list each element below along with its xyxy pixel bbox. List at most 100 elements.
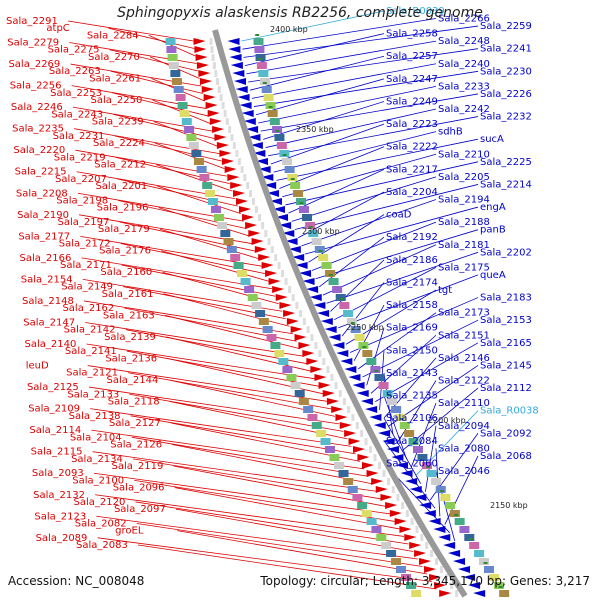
right-strand-gene-arrow: [232, 70, 245, 77]
cog-category-box: [366, 518, 377, 525]
right-gene-label: Sala_2230: [480, 66, 532, 77]
left-strand-gene-arrow: [306, 358, 319, 365]
left-gene-label: Sala_2179: [98, 224, 150, 235]
right-label-connector: [282, 153, 437, 198]
right-strand-gene-arrow: [443, 542, 456, 549]
left-gene-label: Sala_2212: [94, 160, 146, 171]
left-label-connector: [172, 444, 373, 485]
gc-band: [232, 142, 236, 149]
left-strand-gene-arrow: [331, 406, 344, 413]
right-label-connector: [326, 251, 479, 304]
gc-band: [330, 374, 334, 381]
cog-category-box: [449, 510, 460, 517]
left-strand-gene-arrow: [322, 390, 335, 397]
gc-band: [382, 470, 386, 477]
cog-category-box: [210, 206, 221, 213]
cog-category-box: [318, 254, 329, 261]
right-strand-gene-arrow: [227, 38, 240, 45]
cog-category-box: [186, 134, 197, 141]
right-gene-label: Sala_2240: [438, 59, 490, 70]
scale-minor-tick: [454, 514, 459, 516]
left-strand-gene-arrow: [283, 310, 296, 317]
gc-band: [210, 46, 214, 53]
left-label-connector: [96, 515, 418, 560]
right-strand-gene-arrow: [237, 94, 250, 101]
right-gene-label: Sala_2259: [480, 21, 532, 32]
cog-category-box: [454, 518, 465, 525]
left-gene-label: Sala_2284: [87, 30, 139, 41]
left-gene-label: Sala_2201: [95, 181, 147, 192]
cog-category-box: [494, 582, 505, 589]
cog-category-box: [412, 446, 423, 453]
left-gene-label: Sala_2096: [113, 483, 165, 494]
right-strand-gene-arrow: [458, 566, 471, 573]
left-gene-label: Sala_2196: [97, 203, 149, 214]
left-gene-label: Sala_2089: [36, 533, 88, 544]
left-gene-label: Sala_2219: [54, 152, 106, 163]
right-strand-gene-arrow: [428, 518, 441, 525]
right-strand-gene-arrow: [433, 526, 446, 533]
right-label-connector: [249, 55, 385, 91]
right-strand-gene-arrow: [302, 278, 315, 285]
cog-category-box: [343, 478, 354, 485]
right-label-connector: [246, 40, 437, 75]
left-strand-gene-arrow: [318, 382, 331, 389]
right-label-connector: [270, 123, 385, 165]
right-strand-gene-arrow: [250, 142, 263, 149]
cog-category-box: [267, 110, 278, 117]
scale-tick-label: 2250 kbp: [346, 323, 384, 332]
scale-tick-label: 2200 kbp: [428, 416, 466, 425]
right-strand-gene-arrow: [332, 342, 345, 349]
cog-category-box: [233, 262, 244, 269]
gc-band: [228, 126, 232, 133]
left-gene-label: Sala_2123: [34, 511, 86, 522]
left-gene-label: Sala_2220: [13, 145, 65, 156]
left-gene-label: Sala_2291: [6, 16, 58, 27]
right-gene-label: Sala_2204: [386, 187, 438, 198]
cog-category-box: [202, 182, 213, 189]
right-strand-gene-arrow: [400, 470, 413, 477]
right-strand-gene-arrow: [267, 190, 280, 197]
cog-category-box: [205, 190, 216, 197]
right-gene-label: sucA: [480, 134, 504, 145]
gc-band: [212, 62, 216, 69]
left-strand-gene-arrow: [221, 158, 234, 165]
left-label-connector: [148, 34, 196, 57]
gc-band: [291, 294, 295, 301]
right-gene-label: Sala_2248: [438, 36, 490, 47]
scale-minor-tick: [426, 466, 431, 468]
left-label-connector: [153, 121, 218, 147]
left-label-connector: [134, 480, 395, 522]
right-strand-gene-arrow: [276, 214, 289, 221]
gc-band: [410, 518, 414, 525]
right-strand-gene-arrow: [253, 150, 266, 157]
right-strand-gene-arrow: [272, 206, 285, 213]
left-gene-label: Sala_2208: [16, 188, 68, 199]
left-label-connector: [157, 185, 241, 215]
right-strand-gene-arrow: [295, 262, 308, 269]
right-strand-gene-arrow: [282, 230, 295, 237]
left-strand-gene-arrow: [375, 486, 388, 493]
right-strand-gene-arrow: [306, 286, 319, 293]
left-gene-label: Sala_2250: [91, 95, 143, 106]
right-strand-gene-arrow: [313, 302, 326, 309]
scale-minor-tick: [318, 250, 323, 252]
left-gene-label: Sala_2269: [8, 59, 60, 70]
cog-category-box: [287, 174, 298, 181]
right-gene-label: coaD: [386, 210, 412, 221]
scale-minor-tick: [362, 346, 367, 348]
scale-minor-tick: [275, 130, 280, 132]
right-label-connector: [349, 297, 479, 353]
cog-category-box: [270, 342, 281, 349]
cog-category-box: [199, 174, 210, 181]
right-gene-label: Sala_2169: [386, 323, 438, 334]
right-label-connector: [279, 146, 385, 189]
left-label-connector: [108, 27, 195, 49]
left-gene-label: Sala_2083: [76, 540, 128, 551]
left-gene-label: Sala_2275: [48, 45, 100, 56]
left-gene-label: Sala_2231: [53, 131, 105, 142]
right-strand-gene-arrow: [423, 510, 436, 517]
right-gene-label: Sala_2233: [438, 81, 490, 92]
right-gene-label: Sala_2186: [386, 255, 438, 266]
right-strand-gene-arrow: [239, 102, 252, 109]
